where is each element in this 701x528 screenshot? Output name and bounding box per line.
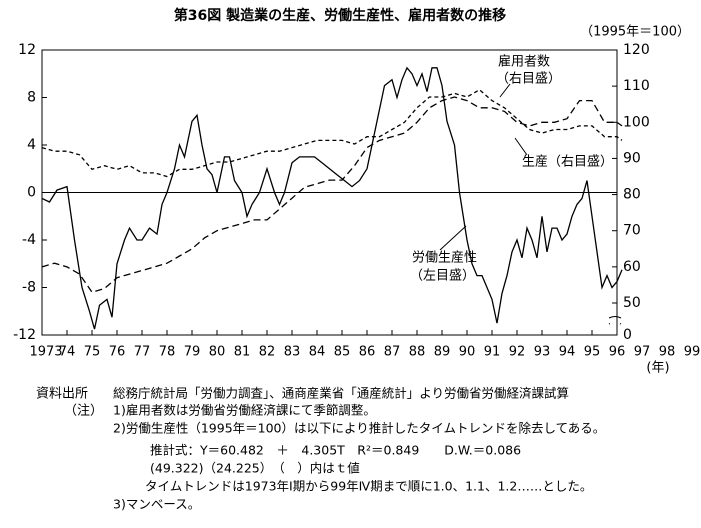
note-text: タイムトレンドは1973年Ⅰ期から99年Ⅳ期まで順に1.0、1.1、1.2……と… [145,479,592,494]
x-tick-label: 88 [409,345,426,360]
x-tick-label: 89 [434,345,451,360]
y2-tick-label: 60 [623,259,641,275]
y2-tick-label: 0 [623,327,632,343]
y2-tick-label: 100 [623,114,650,130]
x-tick-label: 78 [159,345,176,360]
x-tick-label: 92 [509,345,526,360]
y2-tick-label: 120 [623,42,650,58]
x-tick-label: 87 [384,345,401,360]
axis-break-gap [610,319,620,324]
x-tick-label: 84 [309,345,326,360]
note-text: 1)雇用者数は労働省労働経済課にて季節調整。 [113,403,376,418]
x-tick-label: 82 [259,345,276,360]
y2-tick-label: 90 [623,150,641,166]
leader-line [439,225,467,251]
y-tick-label: -12 [13,327,36,343]
x-tick-label: 77 [134,345,151,360]
y-tick-label: 0 [27,185,36,201]
x-tick-label: 79 [184,345,201,360]
y-tick-label: 12 [18,42,36,58]
y2-unit: （1995年＝100） [580,25,690,40]
x-tick-label: 95 [584,345,601,360]
series-label: 雇用者数 [498,54,550,70]
y-tick-label: 4 [27,137,36,153]
x-tick-label: 75 [84,345,101,360]
x-tick-label: 1973 [29,345,62,360]
y-tick-label: -4 [22,232,36,248]
y2-tick-label: 110 [623,78,650,94]
x-tick-label: 74 [59,345,76,360]
note-label: 資料出所 [36,387,88,402]
x-tick-label: 81 [234,345,251,360]
chart-title: 第36図 製造業の生産、労働生産性、雇用者数の推移 [174,7,506,24]
x-tick-label: 97 [634,345,651,360]
x-tick-label: 93 [534,345,551,360]
series-label: 労働生産性 [412,250,477,266]
leader-line [514,137,528,156]
series-line [41,89,623,178]
y2-tick-label: 70 [623,223,641,239]
note-text: 推計式：Y＝60.482 ＋ 4.305T R²＝0.849 D.W.＝0.08… [150,443,521,458]
y-tick-label: -8 [22,280,36,296]
y-tick-label: 8 [27,90,36,106]
x-tick-label: 99 [684,345,701,360]
x-tick-label: 85 [334,345,351,360]
series-note: （左目盛） [410,269,475,284]
note-text: (49.322)（24.225） （ ）内はｔ値 [150,461,360,476]
x-tick-label: 86 [359,345,376,360]
series-note: （右目盛） [496,72,561,87]
x-tick-label: 80 [209,345,226,360]
series-line [41,66,623,330]
x-tick-label: 83 [284,345,301,360]
x-tick-label: 98 [659,345,676,360]
y2-tick-label: 80 [623,187,641,203]
series-label: 生産 [522,154,548,170]
note-text: 3)マンベース。 [113,497,200,512]
series-line [41,96,623,293]
x-tick-label: 91 [484,345,501,360]
note-label: （注） [64,404,103,419]
leader-line [499,83,511,98]
y2-tick-label: 50 [623,295,641,311]
series-note: （右目盛） [548,155,613,170]
x-unit: (年) [646,361,669,376]
x-tick-label: 90 [459,345,476,360]
note-text: 総務庁統計局「労働力調査」、通商産業省「通産統計」より労働省労働経済課試算 [113,386,569,401]
x-tick-label: 76 [109,345,126,360]
note-text: 2)労働生産性（1995年＝100）は以下により推計したタイムトレンドを除去して… [113,421,605,436]
x-tick-label: 94 [559,345,576,360]
x-tick-label: 96 [609,345,626,360]
